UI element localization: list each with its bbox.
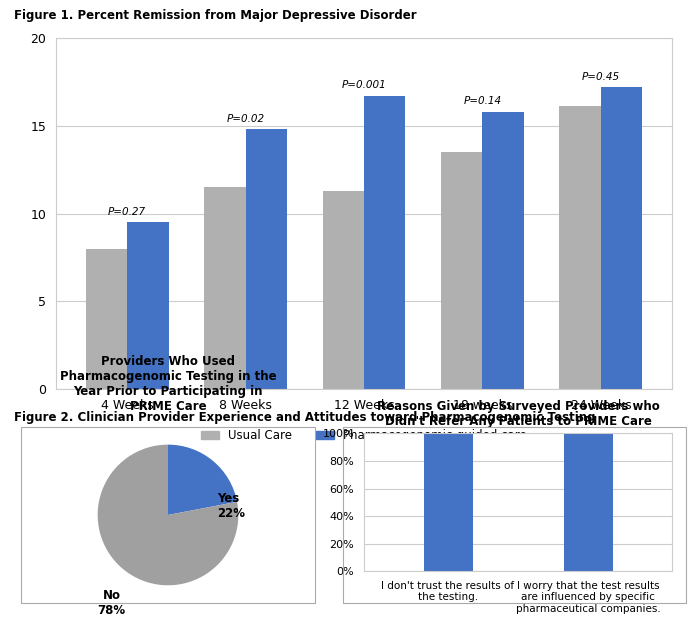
Text: P=0.27: P=0.27 — [108, 207, 146, 217]
Wedge shape — [168, 445, 237, 515]
Bar — [441, 152, 482, 389]
Text: P=0.001: P=0.001 — [342, 80, 386, 90]
Bar — [246, 129, 287, 389]
Bar — [424, 433, 473, 571]
Text: Yes
22%: Yes 22% — [217, 492, 245, 520]
Bar — [323, 191, 364, 389]
Title: Reasons Given by Surveyed Providers who
Didn't Refer Any Patients to PRIME Care: Reasons Given by Surveyed Providers who … — [377, 400, 659, 428]
Bar — [204, 187, 246, 389]
Bar — [559, 106, 601, 389]
Legend: Usual Care, Pharmacogenomic-guided care: Usual Care, Pharmacogenomic-guided care — [197, 425, 531, 447]
Bar — [482, 112, 524, 389]
Text: P=0.14: P=0.14 — [463, 96, 501, 106]
Text: Figure 2. Clinician Provider Experience and Attitudes toward Pharmacogenomic Tes: Figure 2. Clinician Provider Experience … — [14, 411, 596, 425]
Bar — [564, 433, 612, 571]
Bar — [601, 87, 643, 389]
Bar — [85, 249, 127, 389]
Title: Providers Who Used
Pharmacogenomic Testing in the
Year Prior to Participating in: Providers Who Used Pharmacogenomic Testi… — [60, 355, 276, 413]
Wedge shape — [98, 445, 238, 585]
Bar — [127, 222, 169, 389]
Text: P=0.02: P=0.02 — [227, 114, 265, 124]
Bar — [364, 95, 405, 389]
Text: Figure 1. Percent Remission from Major Depressive Disorder: Figure 1. Percent Remission from Major D… — [14, 9, 416, 23]
Text: P=0.45: P=0.45 — [582, 72, 620, 82]
Text: No
78%: No 78% — [98, 589, 126, 617]
